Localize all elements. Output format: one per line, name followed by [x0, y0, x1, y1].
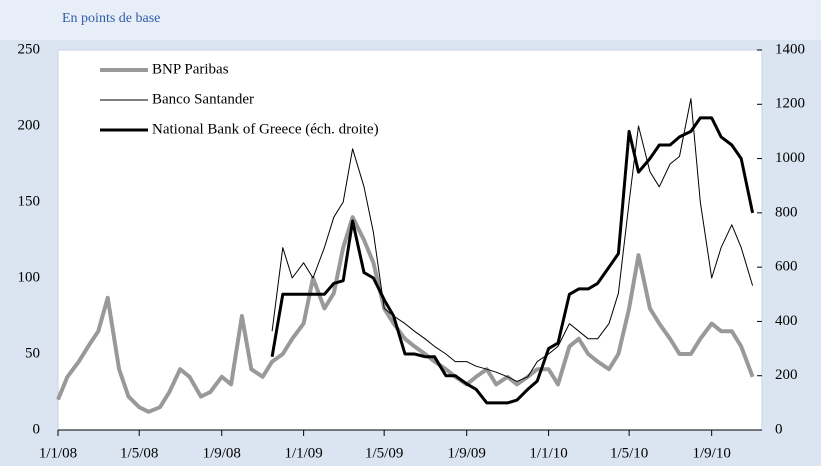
header-band: [0, 0, 821, 40]
y2-tick-label: 1200: [775, 96, 805, 112]
series-line: [56, 215, 755, 414]
y2-tick-label: 200: [775, 367, 798, 383]
legend-label: Banco Santander: [152, 91, 254, 107]
y2-tick-label: 1400: [775, 41, 805, 57]
y-tick-label: 200: [18, 117, 41, 133]
x-tick-label: 1/5/10: [610, 445, 648, 461]
y2-tick-label: 1000: [775, 150, 805, 166]
x-tick-label: 1/1/08: [39, 445, 77, 461]
series-line: [270, 116, 755, 405]
plot-area: [57, 49, 763, 431]
legend-label: National Bank of Greece (éch. droite): [152, 121, 379, 137]
series-line: [271, 98, 754, 382]
x-tick-label: 1/9/10: [692, 445, 730, 461]
y-tick-label: 250: [18, 41, 41, 57]
y2-tick-label: 600: [775, 259, 798, 275]
y-tick-label: 0: [33, 421, 41, 437]
y-tick-label: 50: [25, 345, 40, 361]
y2-tick-label: 800: [775, 204, 798, 220]
x-tick-label: 1/9/09: [448, 445, 486, 461]
y-tick-label: 150: [18, 193, 41, 209]
x-tick-label: 1/5/08: [120, 445, 158, 461]
y2-tick-label: 0: [775, 421, 783, 437]
x-tick-label: 1/1/09: [284, 445, 322, 461]
y2-tick-label: 400: [775, 313, 798, 329]
x-tick-label: 1/1/10: [529, 445, 567, 461]
x-tick-label: 1/9/08: [203, 445, 241, 461]
x-tick-label: 1/5/09: [365, 445, 403, 461]
chart-title: En points de base: [62, 11, 160, 26]
legend-label: BNP Paribas: [152, 61, 229, 77]
y-tick-label: 100: [18, 269, 41, 285]
